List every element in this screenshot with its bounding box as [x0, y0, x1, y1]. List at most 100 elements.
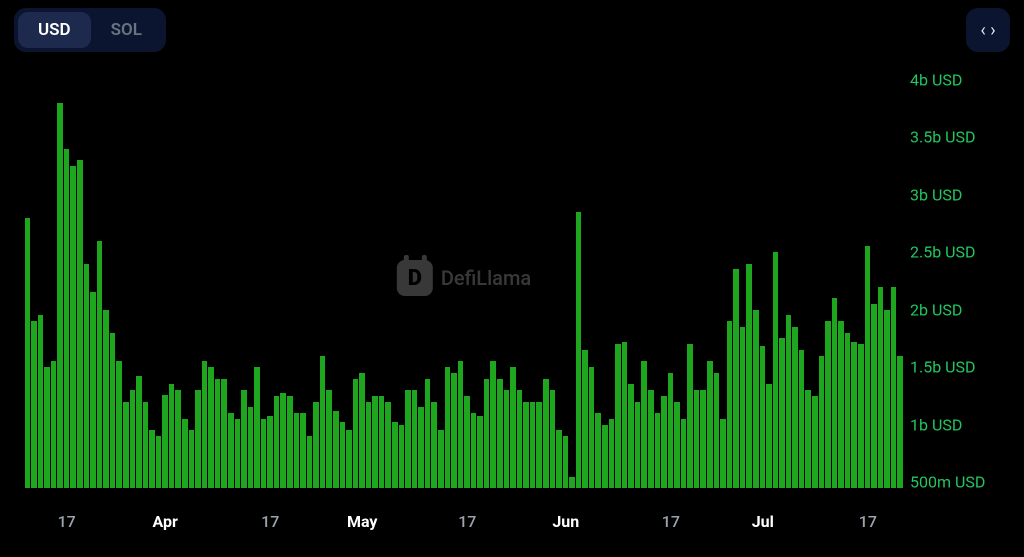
- chart-bar[interactable]: [550, 390, 556, 488]
- chart-bar[interactable]: [871, 304, 877, 488]
- chart-bar[interactable]: [668, 373, 674, 488]
- chart-bar[interactable]: [90, 292, 96, 488]
- chart-bar[interactable]: [202, 361, 208, 488]
- chart-bar[interactable]: [602, 425, 608, 488]
- chart-bar[interactable]: [149, 430, 155, 488]
- chart-bar[interactable]: [838, 321, 844, 488]
- chart-bar[interactable]: [392, 422, 398, 488]
- chart-bar[interactable]: [477, 416, 483, 488]
- chart-bar[interactable]: [595, 413, 601, 488]
- chart-bar[interactable]: [359, 373, 365, 488]
- chart-bar[interactable]: [208, 367, 214, 488]
- chart-bar[interactable]: [609, 419, 615, 488]
- chart-bar[interactable]: [661, 396, 667, 488]
- chart-bar[interactable]: [628, 384, 634, 488]
- chart-bar[interactable]: [326, 390, 332, 488]
- chart-bar[interactable]: [44, 367, 50, 488]
- chart-bar[interactable]: [25, 218, 31, 488]
- chart-bar[interactable]: [418, 407, 424, 488]
- chart-bar[interactable]: [372, 396, 378, 488]
- chart-bar[interactable]: [576, 212, 582, 488]
- chart-bar[interactable]: [116, 361, 122, 488]
- chart-bar[interactable]: [727, 321, 733, 488]
- chart-bar[interactable]: [464, 396, 470, 488]
- chart-bar[interactable]: [136, 376, 142, 488]
- chart-bar[interactable]: [307, 436, 313, 488]
- chart-bar[interactable]: [412, 390, 418, 488]
- chart-bar[interactable]: [674, 402, 680, 488]
- chart-bar[interactable]: [123, 402, 129, 488]
- chart-bar[interactable]: [340, 422, 346, 488]
- chart-bar[interactable]: [786, 315, 792, 488]
- chart-bar[interactable]: [819, 356, 825, 488]
- chart-bar[interactable]: [766, 384, 772, 488]
- chart-bar[interactable]: [641, 361, 647, 488]
- chart-bar[interactable]: [556, 430, 562, 488]
- chart-bar[interactable]: [221, 379, 227, 488]
- chart-bar[interactable]: [714, 373, 720, 488]
- chart-bar[interactable]: [267, 416, 273, 488]
- chart-bar[interactable]: [261, 419, 267, 488]
- chart-bar[interactable]: [438, 430, 444, 488]
- chart-bar[interactable]: [530, 402, 536, 488]
- chart-bar[interactable]: [294, 413, 300, 488]
- chart-bar[interactable]: [510, 367, 516, 488]
- chart-bar[interactable]: [280, 393, 286, 489]
- chart-bar[interactable]: [103, 310, 109, 488]
- chart-bar[interactable]: [38, 315, 44, 488]
- chart-bar[interactable]: [274, 396, 280, 488]
- chart-bar[interactable]: [845, 333, 851, 488]
- chart-bar[interactable]: [254, 367, 260, 488]
- chart-bar[interactable]: [720, 419, 726, 488]
- chart-bar[interactable]: [504, 390, 510, 488]
- chart-bar[interactable]: [313, 402, 319, 488]
- chart-bar[interactable]: [897, 356, 903, 488]
- chart-bar[interactable]: [248, 407, 254, 488]
- chart-bar[interactable]: [425, 379, 431, 488]
- chart-bar[interactable]: [687, 344, 693, 488]
- chart-bar[interactable]: [569, 477, 575, 489]
- chart-bar[interactable]: [543, 379, 549, 488]
- chart-bar[interactable]: [169, 384, 175, 488]
- chart-bar[interactable]: [799, 350, 805, 488]
- chart-bar[interactable]: [582, 350, 588, 488]
- chart-bar[interactable]: [235, 419, 241, 488]
- chart-bar[interactable]: [694, 390, 700, 488]
- chart-bar[interactable]: [851, 342, 857, 488]
- chart-bar[interactable]: [189, 430, 195, 488]
- chart-bar[interactable]: [832, 298, 838, 488]
- chart-bar[interactable]: [589, 367, 595, 488]
- chart-bar[interactable]: [57, 103, 63, 488]
- chart-bar[interactable]: [792, 327, 798, 488]
- chart-bar[interactable]: [130, 390, 136, 488]
- chart-bar[interactable]: [497, 379, 503, 488]
- chart-bar[interactable]: [156, 436, 162, 488]
- chart-bar[interactable]: [399, 425, 405, 488]
- chart-bar[interactable]: [287, 396, 293, 488]
- chart-bar[interactable]: [175, 390, 181, 488]
- chart-bar[interactable]: [484, 379, 490, 488]
- chart-bar[interactable]: [353, 379, 359, 488]
- chart-bar[interactable]: [878, 287, 884, 488]
- chart-bar[interactable]: [805, 390, 811, 488]
- chart-bar[interactable]: [346, 430, 352, 488]
- chart-bar[interactable]: [825, 321, 831, 488]
- chart-bar[interactable]: [858, 344, 864, 488]
- chart-bar[interactable]: [228, 413, 234, 488]
- chart-bar[interactable]: [733, 269, 739, 488]
- chart-bar[interactable]: [215, 379, 221, 488]
- chart-bar[interactable]: [366, 402, 372, 488]
- chart-bar[interactable]: [51, 361, 57, 488]
- chart-bar[interactable]: [746, 264, 752, 488]
- chart-bar[interactable]: [405, 390, 411, 488]
- chart-bar[interactable]: [162, 395, 168, 488]
- chart-bar[interactable]: [451, 373, 457, 488]
- chart-bar[interactable]: [891, 287, 897, 488]
- chart-bar[interactable]: [385, 402, 391, 488]
- chart-bar[interactable]: [655, 413, 661, 488]
- chart-bar[interactable]: [615, 344, 621, 488]
- chart-bar[interactable]: [143, 402, 149, 488]
- chart-bar[interactable]: [445, 367, 451, 488]
- chart-bar[interactable]: [773, 252, 779, 488]
- chart-bar[interactable]: [84, 264, 90, 488]
